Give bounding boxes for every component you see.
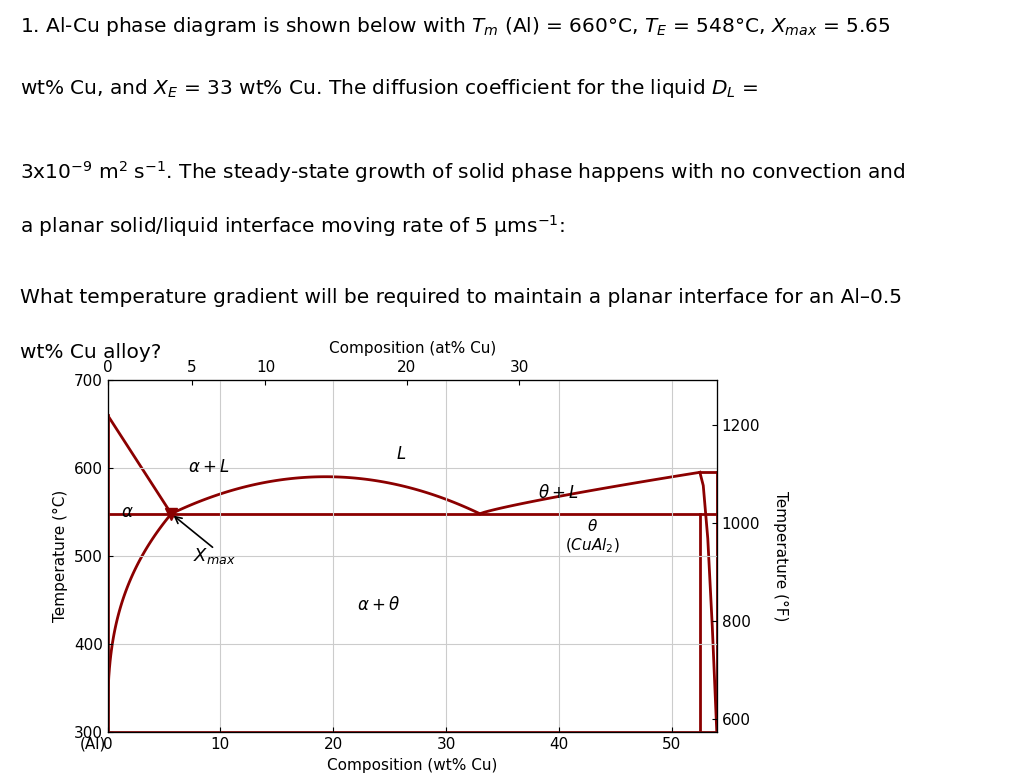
Text: wt% Cu, and $\mathit{X_E}$ = 33 wt% Cu. The diffusion coefficient for the liquid: wt% Cu, and $\mathit{X_E}$ = 33 wt% Cu. …	[20, 77, 759, 100]
Text: $\theta$
$(CuAl_2)$: $\theta$ $(CuAl_2)$	[565, 518, 621, 555]
Text: 3x10$^{-9}$ m$^2$ s$^{-1}$. The steady-state growth of solid phase happens with : 3x10$^{-9}$ m$^2$ s$^{-1}$. The steady-s…	[20, 159, 906, 184]
Text: $\alpha + L$: $\alpha + L$	[188, 460, 229, 477]
Text: wt% Cu alloy?: wt% Cu alloy?	[20, 343, 162, 362]
Text: $L$: $L$	[395, 446, 406, 463]
Text: $\theta + L$: $\theta + L$	[539, 484, 580, 501]
Text: (Al): (Al)	[79, 737, 105, 752]
Text: $\alpha$: $\alpha$	[122, 505, 134, 522]
Y-axis label: Temperature (°F): Temperature (°F)	[773, 491, 787, 622]
Text: $X_{max}$: $X_{max}$	[194, 546, 237, 566]
Text: $\alpha + \theta$: $\alpha + \theta$	[356, 595, 400, 614]
Text: What temperature gradient will be required to maintain a planar interface for an: What temperature gradient will be requir…	[20, 288, 902, 308]
Text: a planar solid/liquid interface moving rate of 5 μms$^{-1}$:: a planar solid/liquid interface moving r…	[20, 213, 565, 239]
X-axis label: Composition (wt% Cu): Composition (wt% Cu)	[327, 758, 498, 773]
Y-axis label: Temperature (°C): Temperature (°C)	[53, 490, 69, 622]
Text: 1. Al-Cu phase diagram is shown below with $\mathit{T_m}$ (Al) = 660°C, $\mathit: 1. Al-Cu phase diagram is shown below wi…	[20, 16, 891, 39]
X-axis label: Composition (at% Cu): Composition (at% Cu)	[329, 341, 496, 356]
